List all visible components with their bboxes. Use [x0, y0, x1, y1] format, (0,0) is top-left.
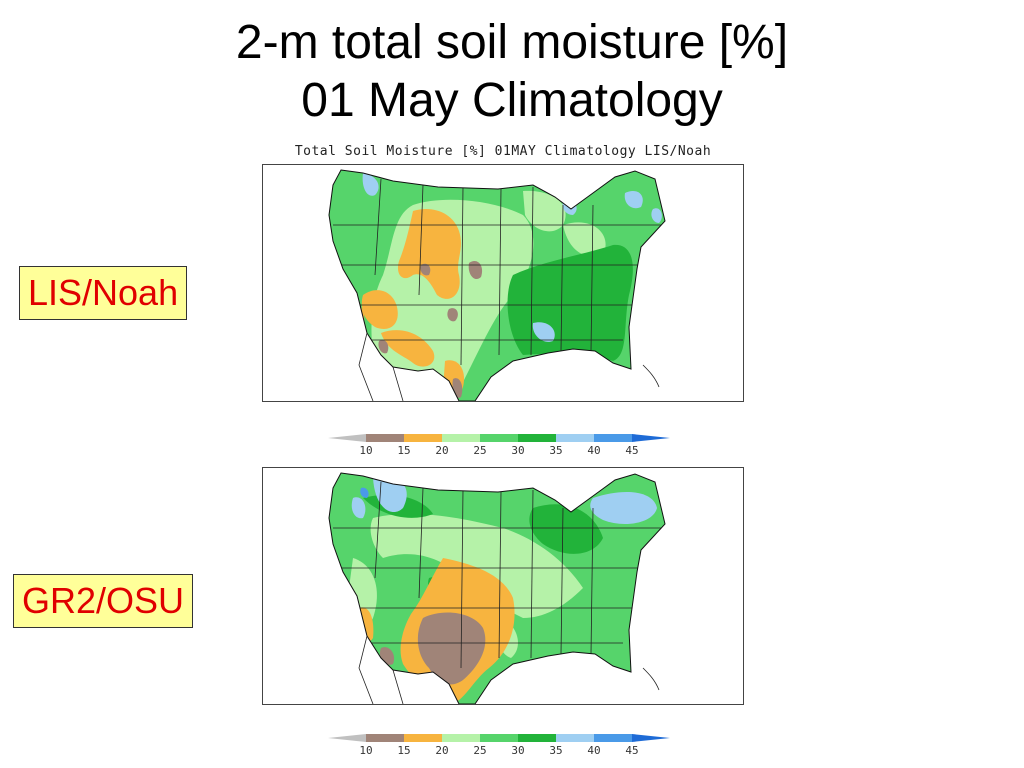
colorbar-bottom: 10 15 20 25 30 35 40 45 — [328, 734, 670, 757]
colorbar-segment — [480, 734, 518, 742]
soil-moisture-map-gr2-osu — [328, 472, 666, 704]
colorbar-ticks: 10 15 20 25 30 35 40 45 — [359, 444, 638, 457]
slide-title: 2-m total soil moisture [%] 01 May Clima… — [0, 14, 1024, 130]
colorbar-segment — [366, 734, 404, 742]
colorbar-tick-label: 15 — [397, 744, 410, 757]
colorbar-segment — [442, 434, 480, 442]
colorbar-tick-label: 30 — [511, 444, 524, 457]
colorbar-segments — [328, 434, 670, 442]
colorbar-tick-label: 20 — [435, 444, 448, 457]
colorbar-tick-label: 25 — [473, 744, 486, 757]
colorbar-tick-label: 45 — [625, 744, 638, 757]
colorbar-segment — [366, 434, 404, 442]
slide-title-line-1: 2-m total soil moisture [%] — [235, 16, 789, 69]
colorbar-tick-label: 40 — [587, 444, 600, 457]
colorbar-tick-label: 40 — [587, 744, 600, 757]
model-label-lis-noah: LIS/Noah — [19, 266, 188, 320]
colorbar-segment — [328, 734, 366, 742]
colorbar-tick-label: 10 — [359, 744, 372, 757]
colorbar-tick-label: 35 — [549, 744, 562, 757]
colorbar-segment — [632, 734, 670, 742]
colorbar-tick-label: 30 — [511, 744, 524, 757]
colorbar-segment — [328, 434, 366, 442]
colorbar-tick-label: 45 — [625, 444, 638, 457]
colorbar-segment — [404, 434, 442, 442]
map-panel-gr2-osu — [262, 467, 744, 705]
colorbar-tick-label: 25 — [473, 444, 486, 457]
slide-title-line-2: 01 May Climatology — [301, 74, 723, 127]
model-label-gr2-osu: GR2/OSU — [13, 574, 194, 628]
colorbar-segment — [632, 434, 670, 442]
colorbar-tick-label: 35 — [549, 444, 562, 457]
colorbar-tick-label: 10 — [359, 444, 372, 457]
colorbar-segments — [328, 734, 670, 742]
colorbar-segment — [556, 434, 594, 442]
colorbar-top: 10 15 20 25 30 35 40 45 — [328, 434, 670, 457]
colorbar-tick-label: 15 — [397, 444, 410, 457]
colorbar-segment — [480, 434, 518, 442]
soil-moisture-map-lis-noah — [328, 169, 666, 401]
colorbar-segment — [594, 434, 632, 442]
colorbar-segment — [518, 734, 556, 742]
colorbar-segment — [518, 434, 556, 442]
colorbar-tick-label: 20 — [435, 744, 448, 757]
colorbar-segment — [442, 734, 480, 742]
map-panel-lis-noah — [262, 164, 744, 402]
colorbar-segment — [594, 734, 632, 742]
colorbar-ticks: 10 15 20 25 30 35 40 45 — [359, 744, 638, 757]
plot-title: Total Soil Moisture [%] 01MAY Climatolog… — [294, 144, 712, 159]
colorbar-segment — [556, 734, 594, 742]
colorbar-segment — [404, 734, 442, 742]
